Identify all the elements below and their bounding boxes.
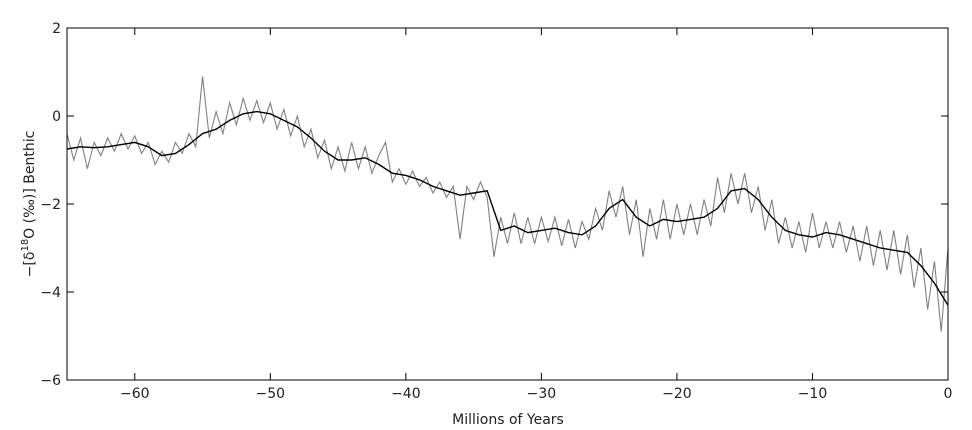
- y-tick-label: 2: [52, 21, 61, 37]
- x-tick-label: −60: [120, 386, 150, 402]
- y-label-part: −[δ: [22, 252, 38, 278]
- y-tick-label: −6: [40, 373, 61, 389]
- x-axis-label: Millions of Years: [452, 412, 564, 428]
- y-tick-label: −2: [40, 197, 61, 213]
- x-tick-label: −20: [662, 386, 692, 402]
- data-line: [66, 110, 949, 306]
- y-label-part: O (‰)] Benthic: [22, 131, 38, 239]
- x-tick-label: −30: [527, 386, 557, 402]
- y-axis-label: −[δ18O (‰)] Benthic: [20, 131, 38, 278]
- x-tick-label: −50: [256, 386, 286, 402]
- x-tick-label: 0: [944, 386, 953, 402]
- y-tick-label: 0: [52, 109, 61, 125]
- x-tick-label: −10: [798, 386, 828, 402]
- plot-frame: [66, 27, 949, 381]
- y-label-sup: 18: [20, 239, 31, 252]
- x-tick-label: −40: [391, 386, 421, 402]
- data-line: [66, 76, 949, 332]
- y-tick-label: −4: [40, 285, 61, 301]
